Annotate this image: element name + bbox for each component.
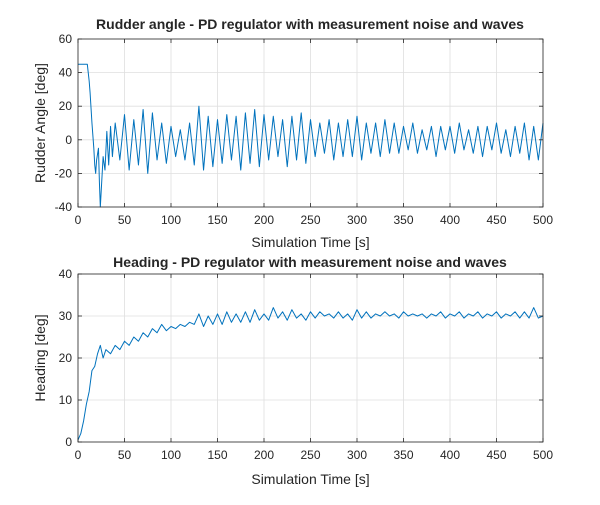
heading-xtick-label: 450 [486, 448, 506, 462]
heading-xtick-label: 150 [207, 448, 227, 462]
heading-ytick-label: 20 [59, 351, 73, 365]
rudder-angle-xtick-label: 0 [75, 213, 82, 227]
heading-xtick-label: 400 [440, 448, 460, 462]
heading-ticks: 0 50 100 150 200 250 300 350 400 450 500 0 10 20 30 40 [59, 267, 554, 462]
rudder-angle-xtick-label: 100 [161, 213, 181, 227]
heading-ylabel: Heading [deg] [32, 314, 48, 401]
rudder-angle-ytick-label: 20 [59, 99, 73, 113]
heading-ytick-label: 10 [59, 393, 73, 407]
rudder-angle-ytick-label: 60 [59, 32, 73, 46]
heading-grid [77, 273, 544, 443]
heading-ytick-label: 40 [59, 267, 73, 281]
heading-series [77, 307, 544, 441]
rudder-angle-ytick-label: -20 [55, 166, 73, 180]
rudder-angle-xlabel: Simulation Time [s] [251, 234, 369, 250]
heading-xtick-label: 0 [75, 448, 82, 462]
rudder-angle-xtick-label: 250 [300, 213, 320, 227]
heading-ytick-label: 0 [65, 435, 72, 449]
rudder-angle-xtick-label: 50 [118, 213, 132, 227]
rudder-angle-xtick-label: 500 [533, 213, 553, 227]
rudder-angle-series [78, 63, 544, 208]
heading-xtick-label: 300 [347, 448, 367, 462]
rudder-angle-ytick-label: 40 [59, 66, 73, 80]
heading-title: Heading - PD regulator with measurement … [113, 254, 507, 270]
rudder-angle-xtick-label: 150 [207, 213, 227, 227]
rudder-angle-ytick-label: -40 [55, 200, 73, 214]
heading-xlabel: Simulation Time [s] [251, 471, 369, 487]
rudder-angle-axes: Rudder angle - PD regulator with measure… [32, 16, 553, 250]
heading-axes: Heading - PD regulator with measurement … [32, 254, 553, 487]
heading-series-line [77, 307, 544, 441]
heading-ytick-label: 30 [59, 309, 73, 323]
rudder-angle-title: Rudder angle - PD regulator with measure… [96, 16, 524, 32]
rudder-angle-xtick-label: 200 [254, 213, 274, 227]
rudder-angle-xtick-label: 450 [486, 213, 506, 227]
heading-xtick-label: 50 [118, 448, 132, 462]
rudder-angle-ticks: 0 50 100 150 200 250 300 350 400 450 500 -40 -20 0 20 4… [55, 32, 554, 227]
rudder-angle-xtick-label: 300 [347, 213, 367, 227]
heading-xtick-label: 250 [300, 448, 320, 462]
heading-xtick-label: 350 [393, 448, 413, 462]
heading-xtick-label: 500 [533, 448, 553, 462]
rudder-angle-ytick-label: 0 [65, 133, 72, 147]
rudder-angle-xtick-label: 350 [393, 213, 413, 227]
rudder-angle-ylabel: Rudder Angle [deg] [32, 63, 48, 183]
heading-xtick-label: 100 [161, 448, 181, 462]
rudder-angle-series-line [78, 63, 544, 208]
rudder-angle-xtick-label: 400 [440, 213, 460, 227]
heading-xtick-label: 200 [254, 448, 274, 462]
